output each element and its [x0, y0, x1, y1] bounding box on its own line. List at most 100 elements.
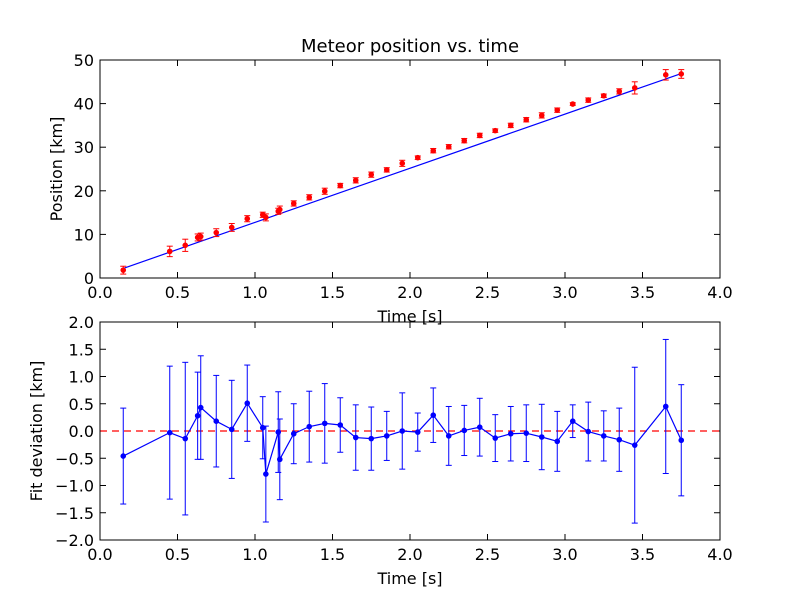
- y-tick-label: 1.5: [69, 340, 94, 359]
- x-tick-label: 0.5: [165, 545, 190, 564]
- data-point: [554, 107, 561, 113]
- data-point: [213, 418, 220, 424]
- position-chart: Meteor position vs. time 0.0 0.5 1.0 1.5 2.0…: [47, 36, 733, 326]
- data-point: [321, 420, 328, 427]
- data-point: [383, 433, 390, 439]
- plot-area: [100, 338, 720, 524]
- y-tick-label: −2.0: [55, 531, 94, 550]
- y-tick-label: 30: [74, 138, 94, 157]
- data-point: [368, 435, 375, 442]
- y-tick-label: −1.0: [55, 477, 94, 496]
- x-tick-label: 3.5: [630, 283, 655, 302]
- data-point: [523, 116, 530, 123]
- data-point: [631, 85, 638, 91]
- x-tick-label: 3.0: [552, 545, 577, 564]
- data-point: [337, 422, 344, 428]
- data-point: [507, 430, 514, 437]
- x-tick-label: 1.0: [242, 545, 267, 564]
- y-tick-label: −0.5: [55, 449, 94, 468]
- data-point: [197, 233, 204, 240]
- data-point: [585, 97, 592, 103]
- data-point: [290, 200, 297, 207]
- data-point: [678, 437, 685, 444]
- x-tick-label: 1.5: [320, 545, 345, 564]
- data-point: [430, 147, 437, 154]
- data-point: [399, 428, 406, 434]
- data-point: [554, 438, 561, 445]
- data-point: [383, 167, 390, 173]
- data-point: [538, 112, 545, 119]
- y-tick-label: 2.0: [69, 313, 94, 332]
- data-point: [445, 143, 452, 150]
- x-tick-labels: 0.0 0.5 1.0 1.5 2.0 2.5 3.0 3.5 4.0: [87, 60, 733, 302]
- y-tick-labels: −2.0 −1.5 −1.0 −0.5 0.0 0.5 1.0 1.5 2.0: [55, 313, 720, 550]
- y-tick-label: 1.0: [69, 368, 94, 387]
- data-point: [194, 412, 201, 419]
- data-point: [600, 92, 607, 99]
- data-point: [569, 418, 576, 424]
- y-tick-label: 40: [74, 95, 94, 114]
- y-tick-labels: 0 10 20 30 40 50: [74, 51, 720, 288]
- axes-frame: [99, 59, 721, 279]
- data-point: [414, 154, 421, 161]
- x-axis-label: Time [s]: [376, 307, 442, 326]
- axes-frame: [99, 321, 721, 541]
- fit-deviation-chart: 0.0 0.5 1.0 1.5 2.0 2.5 3.0 3.5 4.0 −2.0 −1.5 −1.0…: [27, 313, 733, 588]
- plot-area: [120, 69, 685, 275]
- data-point: [523, 430, 530, 436]
- x-tick-label: 3.5: [630, 545, 655, 564]
- data-point: [277, 206, 283, 213]
- data-point: [476, 424, 483, 430]
- data-point: [166, 248, 173, 255]
- data-point: [306, 423, 313, 430]
- data-point: [337, 182, 344, 189]
- data-point: [430, 412, 437, 418]
- x-tick-labels: 0.0 0.5 1.0 1.5 2.0 2.5 3.0 3.5 4.0: [87, 322, 733, 564]
- x-tick-label: 2.5: [475, 545, 500, 564]
- y-tick-label: 0: [84, 269, 94, 288]
- y-tick-label: 0.0: [69, 422, 94, 441]
- data-point: [228, 426, 235, 433]
- x-tick-label: 2.0: [397, 283, 422, 302]
- data-point: [492, 127, 499, 134]
- y-tick-label: 50: [74, 51, 94, 70]
- data-point: [585, 428, 592, 435]
- data-point: [507, 122, 514, 129]
- fit-line: [123, 72, 682, 269]
- data-point: [352, 434, 359, 441]
- data-point: [263, 471, 269, 477]
- data-point: [263, 214, 269, 221]
- data-point: [166, 429, 173, 436]
- y-axis-label: Fit deviation [km]: [27, 361, 46, 502]
- x-tick-label: 4.0: [707, 283, 732, 302]
- data-point: [120, 267, 127, 273]
- data-point: [399, 160, 406, 167]
- data-point: [616, 88, 623, 95]
- y-tick-label: 10: [74, 225, 94, 244]
- data-point: [244, 400, 251, 407]
- y-tick-label: 20: [74, 182, 94, 201]
- data-point: [213, 229, 220, 236]
- data-point: [662, 72, 669, 78]
- data-point: [277, 456, 283, 463]
- data-point: [321, 188, 328, 195]
- y-tick-label: 0.5: [69, 395, 94, 414]
- x-tick-label: 2.0: [397, 545, 422, 564]
- data-point: [414, 429, 421, 435]
- data-point: [461, 427, 468, 434]
- data-point: [290, 430, 297, 437]
- x-tick-label: 3.0: [552, 283, 577, 302]
- data-point: [182, 242, 189, 249]
- x-tick-label: 2.5: [475, 283, 500, 302]
- y-tick-label: −1.5: [55, 504, 94, 523]
- data-point: [538, 434, 545, 440]
- data-point: [461, 137, 468, 144]
- data-point: [306, 194, 313, 201]
- data-point: [678, 71, 685, 77]
- data-point: [182, 435, 189, 442]
- data-point: [228, 224, 235, 231]
- x-axis-label: Time [s]: [376, 569, 442, 588]
- x-tick-label: 1.0: [242, 283, 267, 302]
- chart-title: Meteor position vs. time: [301, 36, 519, 57]
